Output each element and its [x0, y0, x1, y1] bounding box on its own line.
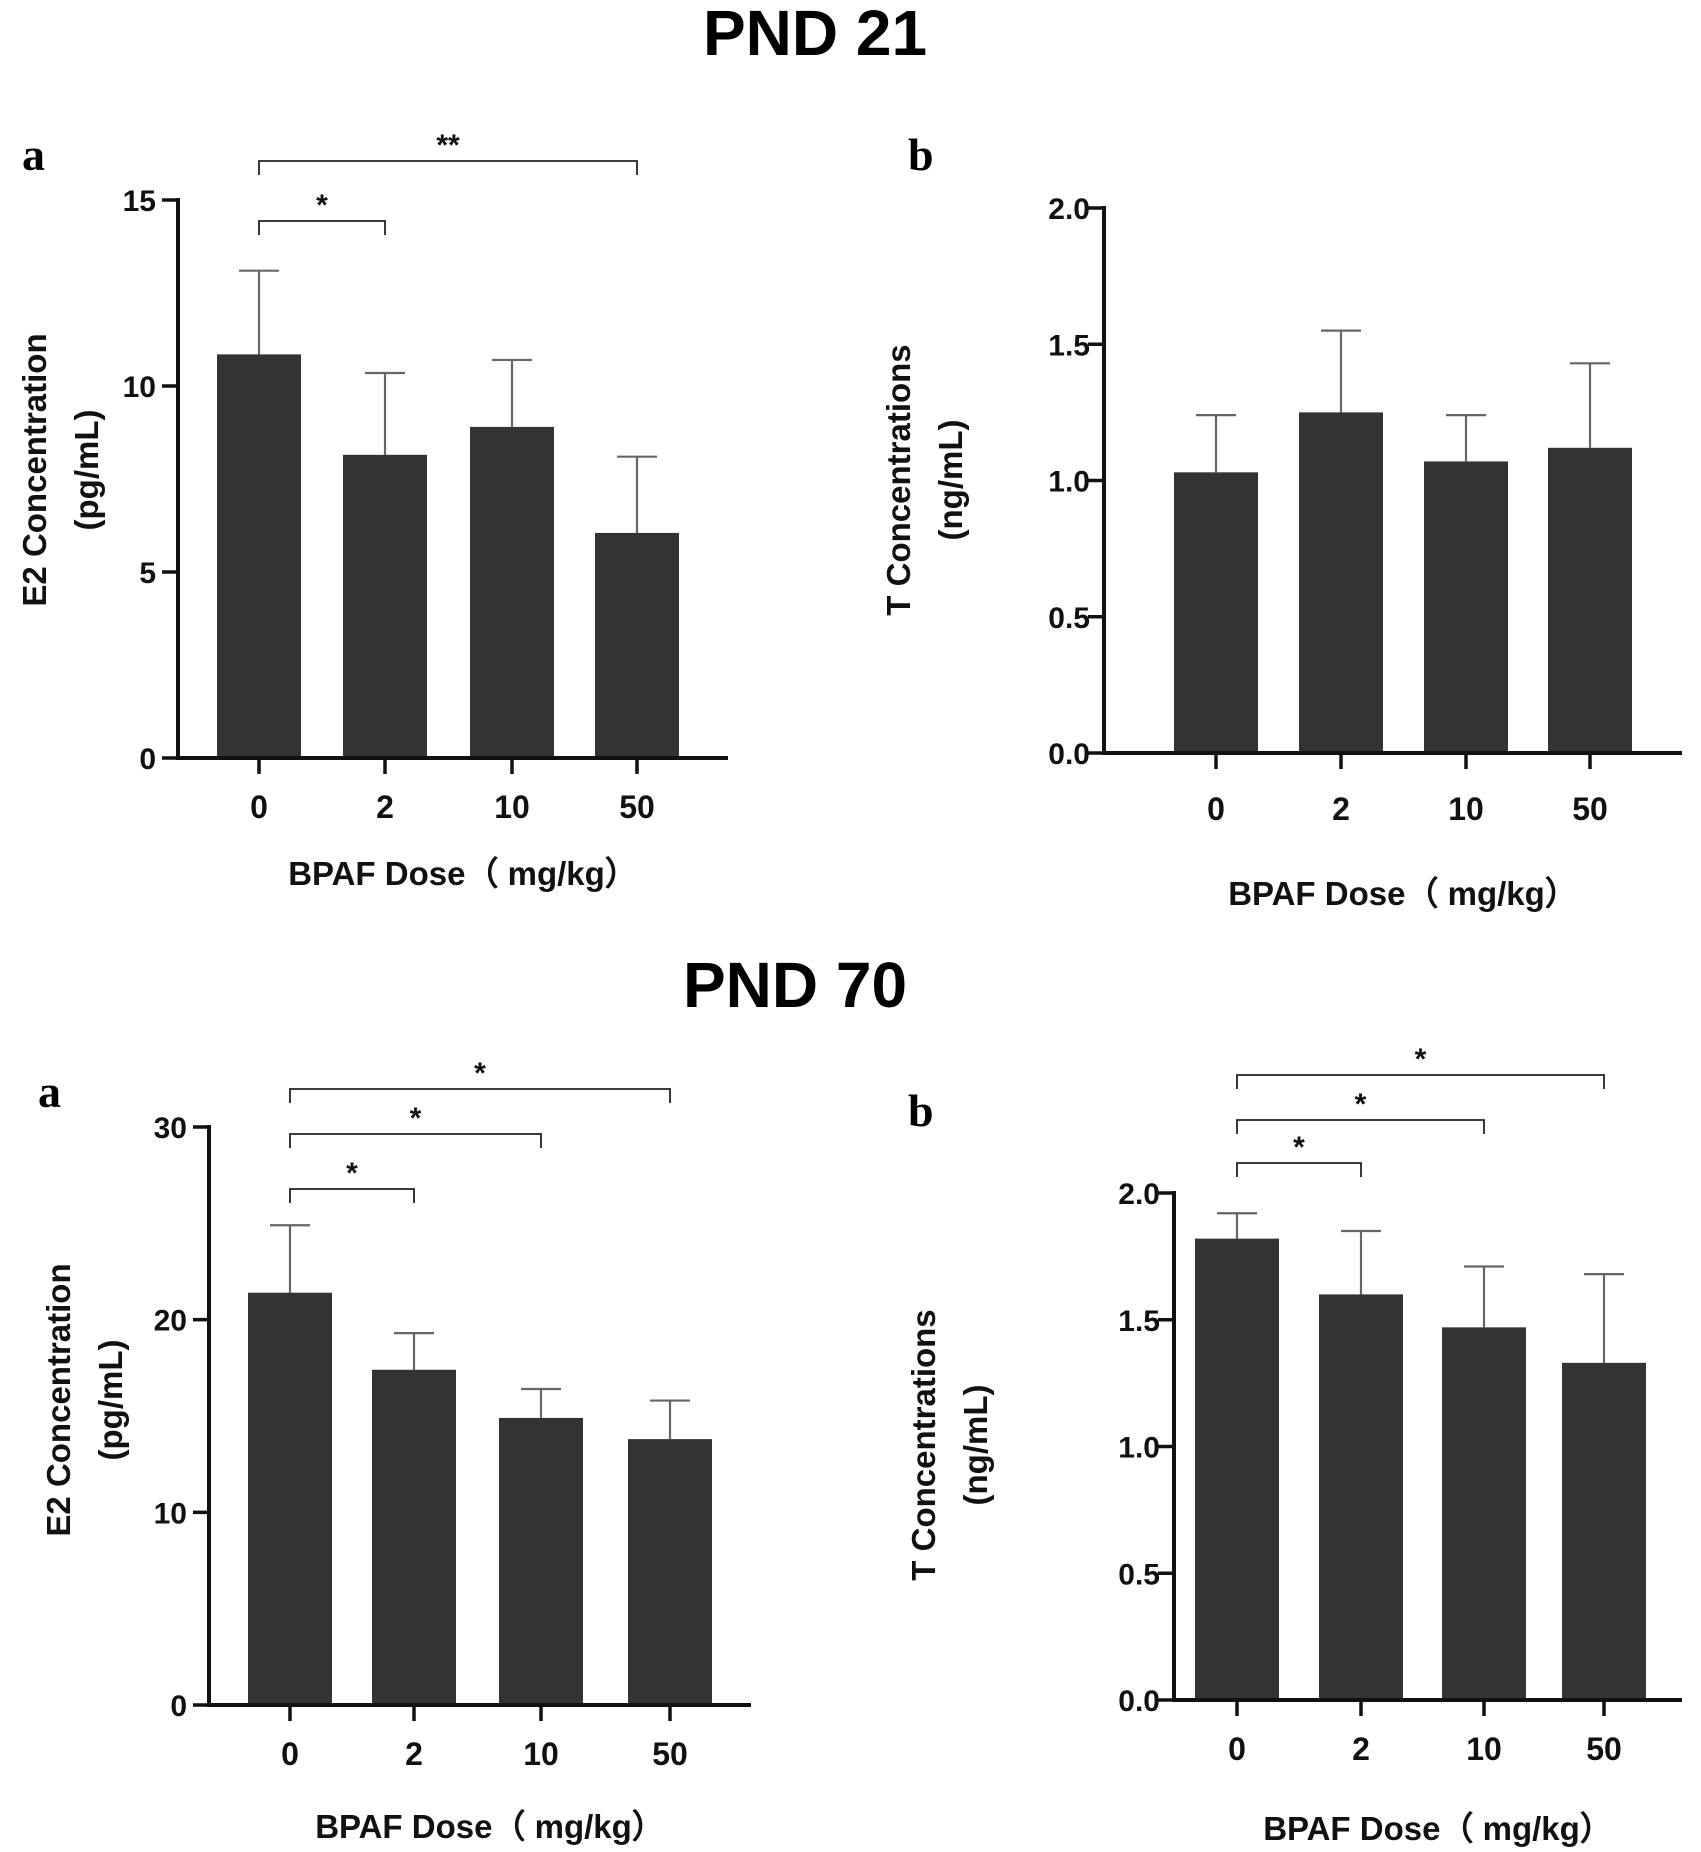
x-tick-label: 10 — [1466, 1731, 1502, 1767]
panel-letter: a — [22, 129, 45, 180]
panel-letter: a — [38, 1066, 61, 1117]
bar-2 — [372, 1369, 456, 1705]
chart-pnd70-a: a 0 10 20 30 0 2 10 50 BPAF Dose（ mg/kg） E2 Concen… — [38, 1057, 751, 1845]
x-tick-label: 0 — [1228, 1731, 1246, 1767]
bar-10 — [499, 1417, 583, 1705]
significance-bracket — [289, 1133, 542, 1148]
bar-50 — [595, 532, 679, 758]
bar-0 — [217, 354, 301, 758]
bar-0 — [1195, 1238, 1279, 1700]
section-title-pnd21: PND 21 — [703, 0, 927, 69]
chart-pnd21-a: a 0 5 10 15 0 2 10 50 BPAF Dose（ mg/kg） E2 Concent… — [16, 129, 728, 892]
significance-bracket — [289, 1188, 415, 1203]
x-axis-title: BPAF Dose（ mg/kg） — [288, 855, 638, 892]
bar-10 — [1442, 1327, 1526, 1700]
significance-label: * — [410, 1102, 422, 1135]
bar-0 — [1174, 472, 1258, 753]
x-axis-title: BPAF Dose（ mg/kg） — [1263, 1810, 1613, 1847]
bar-0 — [248, 1292, 332, 1705]
y-tick-label: 15 — [123, 185, 156, 218]
y-tick-label: 30 — [154, 1112, 187, 1145]
bar-50 — [1562, 1362, 1646, 1700]
x-axis-title: BPAF Dose（ mg/kg） — [1228, 875, 1578, 912]
section-title-pnd70: PND 70 — [683, 949, 907, 1021]
panel-letter: b — [908, 129, 934, 180]
y-tick-label: 1.5 — [1118, 1305, 1160, 1338]
y-axis-title: (pg/mL) — [68, 410, 105, 531]
y-tick-label: 0.0 — [1048, 738, 1090, 771]
significance-bracket — [258, 160, 638, 175]
y-axis-title: (pg/mL) — [92, 1340, 129, 1461]
y-tick-label: 10 — [154, 1497, 187, 1530]
significance-bracket — [1236, 1074, 1605, 1089]
y-axis-title: T Concentrations — [880, 344, 917, 615]
y-tick-label: 0 — [139, 743, 156, 776]
significance-bracket — [289, 1088, 671, 1103]
bar-2 — [1319, 1294, 1403, 1700]
x-tick-label: 10 — [523, 1736, 559, 1772]
y-axis-title: E2 Concentration — [40, 1263, 77, 1536]
significance-label: * — [1355, 1088, 1367, 1121]
bar-2 — [1299, 412, 1383, 753]
significance-label: * — [1293, 1131, 1305, 1164]
y-axis-title: E2 Concentration — [16, 333, 53, 606]
y-tick-label: 1.5 — [1048, 329, 1090, 362]
y-tick-label: 5 — [139, 557, 156, 590]
x-tick-label: 10 — [494, 789, 530, 825]
x-tick-label: 50 — [652, 1736, 688, 1772]
bar-2 — [343, 454, 427, 758]
significance-label: * — [316, 189, 328, 222]
y-tick-label: 1.0 — [1118, 1432, 1160, 1465]
y-tick-label: 20 — [154, 1305, 187, 1338]
x-tick-label: 2 — [405, 1736, 423, 1772]
panel-letter: b — [908, 1085, 934, 1136]
significance-bracket — [1236, 1119, 1485, 1134]
significance-bracket — [258, 220, 386, 235]
x-tick-label: 50 — [1572, 791, 1608, 827]
significance-label: * — [1415, 1043, 1427, 1076]
y-tick-label: 1.0 — [1048, 466, 1090, 499]
y-axis-title: (ng/mL) — [932, 420, 969, 541]
y-axis-title: T Concentrations — [905, 1309, 942, 1580]
y-tick-label: 0.5 — [1048, 602, 1090, 635]
x-tick-label: 0 — [281, 1736, 299, 1772]
x-tick-label: 0 — [250, 789, 268, 825]
y-tick-label: 0 — [170, 1690, 187, 1723]
bar-50 — [1548, 447, 1632, 753]
x-axis-title: BPAF Dose（ mg/kg） — [315, 1808, 665, 1845]
bar-10 — [470, 426, 554, 758]
chart-pnd21-b: b 0.0 0.5 1.0 1.5 2.0 0 2 10 50 BPAF Dose（ mg/kg） T… — [880, 129, 1682, 912]
x-tick-label: 50 — [619, 789, 655, 825]
y-axis-title: (ng/mL) — [957, 1385, 994, 1506]
bar-10 — [1424, 461, 1508, 753]
x-tick-label: 2 — [376, 789, 394, 825]
chart-pnd70-b: b 0.0 0.5 1.0 1.5 2.0 0 2 10 50 BPAF Dose（ mg/kg） T… — [905, 1043, 1682, 1847]
y-tick-label: 10 — [123, 371, 156, 404]
x-tick-label: 2 — [1332, 791, 1350, 827]
x-tick-label: 10 — [1448, 791, 1484, 827]
significance-label: * — [346, 1157, 358, 1190]
x-tick-label: 50 — [1586, 1731, 1622, 1767]
significance-label: * — [474, 1057, 486, 1090]
y-tick-label: 0.5 — [1118, 1558, 1160, 1591]
y-tick-label: 2.0 — [1048, 193, 1090, 226]
significance-label: ** — [436, 129, 460, 162]
bar-50 — [628, 1439, 712, 1705]
x-tick-label: 2 — [1352, 1731, 1370, 1767]
y-tick-label: 2.0 — [1118, 1178, 1160, 1211]
y-tick-label: 0.0 — [1118, 1685, 1160, 1718]
significance-bracket — [1236, 1162, 1362, 1177]
x-tick-label: 0 — [1207, 791, 1225, 827]
